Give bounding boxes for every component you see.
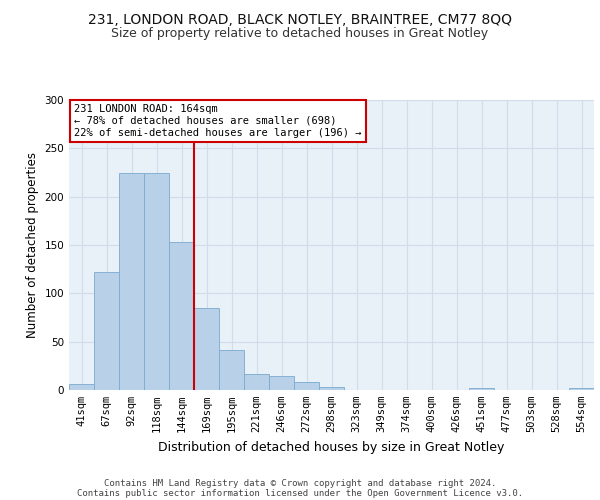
Bar bbox=[94, 272, 119, 390]
Bar bbox=[119, 172, 144, 390]
Bar bbox=[144, 174, 169, 390]
Bar bbox=[569, 388, 594, 390]
Bar bbox=[194, 308, 219, 390]
Text: 231, LONDON ROAD, BLACK NOTLEY, BRAINTREE, CM77 8QQ: 231, LONDON ROAD, BLACK NOTLEY, BRAINTRE… bbox=[88, 12, 512, 26]
Bar bbox=[269, 376, 294, 390]
Bar bbox=[69, 384, 94, 390]
Bar bbox=[169, 242, 194, 390]
Bar bbox=[219, 350, 244, 390]
Text: 231 LONDON ROAD: 164sqm
← 78% of detached houses are smaller (698)
22% of semi-d: 231 LONDON ROAD: 164sqm ← 78% of detache… bbox=[74, 104, 362, 138]
Y-axis label: Number of detached properties: Number of detached properties bbox=[26, 152, 39, 338]
Text: Contains HM Land Registry data © Crown copyright and database right 2024.: Contains HM Land Registry data © Crown c… bbox=[104, 478, 496, 488]
Bar bbox=[319, 387, 344, 390]
Bar bbox=[294, 382, 319, 390]
Bar bbox=[469, 388, 494, 390]
Text: Size of property relative to detached houses in Great Notley: Size of property relative to detached ho… bbox=[112, 28, 488, 40]
Bar bbox=[244, 374, 269, 390]
X-axis label: Distribution of detached houses by size in Great Notley: Distribution of detached houses by size … bbox=[158, 440, 505, 454]
Text: Contains public sector information licensed under the Open Government Licence v3: Contains public sector information licen… bbox=[77, 488, 523, 498]
